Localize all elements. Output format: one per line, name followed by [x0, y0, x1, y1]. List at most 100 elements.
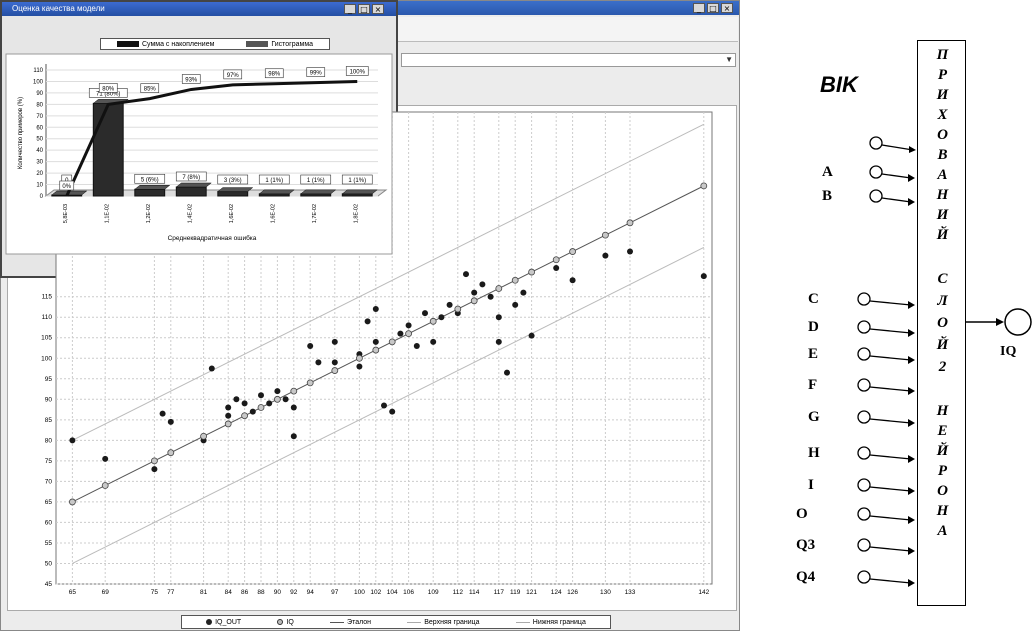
iq-out-point	[372, 306, 379, 313]
iq-out-point	[389, 408, 396, 415]
y-tick-label: 45	[45, 581, 53, 588]
y-tick-label: 50	[45, 560, 53, 567]
layer-label-char: С	[937, 271, 948, 287]
maximize-icon[interactable]: □	[358, 4, 370, 14]
iq-out-point	[430, 338, 437, 345]
x-tick-label: 5,8E-03	[63, 204, 69, 223]
y-tick-label: 110	[42, 314, 53, 321]
cumulative-label-box	[223, 69, 243, 80]
legend-item-upper-bound: Верхняя граница	[407, 618, 480, 626]
iq-point	[700, 182, 708, 190]
dropdown-select[interactable]: ▼	[401, 53, 736, 67]
x-tick-label: 84	[225, 589, 233, 596]
iq-point	[388, 338, 396, 346]
x-tick-label: 1,1E-02	[104, 204, 110, 223]
close-icon[interactable]: ×	[721, 3, 733, 13]
iq-out-point	[438, 314, 445, 321]
iq-point	[552, 256, 560, 264]
input-arrow	[869, 486, 912, 492]
x-tick-label: 126	[567, 589, 578, 596]
layer-label-char: А	[937, 167, 948, 183]
input-node	[857, 446, 871, 460]
cumulative-value-label: 80%	[102, 86, 115, 92]
layer-label-char: 2	[938, 359, 947, 375]
iq-point	[454, 305, 462, 313]
legend-label: Верхняя граница	[424, 618, 480, 626]
bar-value-label: 7 (8%)	[182, 175, 200, 181]
x-axis-label: Среднеквадратичная ошибка	[168, 234, 257, 242]
iq-point	[224, 420, 232, 428]
swatch-icon	[116, 40, 139, 47]
legend-item-iq: IQ	[277, 619, 294, 626]
iq-point	[331, 367, 339, 374]
x-tick-label: 104	[387, 589, 398, 596]
iq-out-point	[266, 400, 273, 407]
x-tick-label: 112	[453, 589, 464, 596]
layer-label-char: Н	[936, 503, 949, 519]
maximize-icon[interactable]: □	[707, 3, 719, 13]
iq-out-point	[69, 437, 76, 444]
x-tick-label: 90	[274, 589, 282, 596]
x-tick-label: 106	[403, 589, 414, 596]
bar-value-label: 71 (80%)	[96, 91, 120, 97]
chevron-down-icon[interactable]: ▼	[725, 55, 733, 64]
iq-out-point	[151, 466, 158, 473]
layer-label-char: Н	[936, 403, 949, 419]
iq-out-point	[381, 402, 387, 409]
x-tick-label: 117	[494, 589, 505, 596]
layer-label-char: Й	[936, 337, 949, 353]
legend-label: Эталон	[347, 618, 372, 626]
minimize-icon[interactable]: _	[693, 3, 705, 13]
y-tick-label: 75	[45, 458, 53, 465]
iq-point	[626, 219, 634, 227]
iq-point	[101, 482, 109, 489]
input-arrow	[881, 173, 912, 179]
arrowhead-icon	[908, 198, 915, 206]
x-tick-label: 81	[200, 589, 208, 596]
layer-label-char: Й	[936, 227, 949, 243]
minimize-icon[interactable]: _	[344, 4, 356, 14]
cumulative-line	[65, 79, 358, 197]
cumulative-value-label: 0%	[62, 184, 71, 190]
bar-value-label: 5 (6%)	[141, 177, 159, 183]
iq-out-point	[495, 338, 502, 345]
input-arrow	[881, 197, 912, 203]
input-arrow	[881, 144, 914, 151]
y-tick-label: 115	[42, 294, 53, 301]
y-tick-label: 100	[33, 79, 44, 85]
iq-point	[200, 432, 208, 440]
output-label: IQ	[1000, 344, 1017, 359]
bar-top-face	[300, 189, 337, 195]
layer-label-char: Е	[937, 423, 948, 439]
y-tick-label: 105	[41, 335, 52, 342]
y-tick-label: 0	[40, 194, 44, 200]
x-tick-label: 75	[151, 589, 159, 596]
iq-out-point	[225, 404, 232, 411]
input-label: G	[808, 409, 820, 425]
input-arrow	[869, 578, 912, 584]
input-label: Q4	[796, 569, 816, 585]
legend-label: Сумма с накоплением	[141, 40, 215, 48]
x-tick-label: 100	[354, 589, 365, 596]
close-icon[interactable]: ×	[372, 4, 384, 14]
iq-point	[150, 457, 158, 465]
output-node	[1004, 308, 1032, 336]
iq-out-point	[471, 289, 478, 296]
iq-out-point	[159, 410, 166, 417]
x-tick-label: 86	[241, 589, 249, 596]
y-tick-label: 95	[45, 376, 53, 383]
cumulative-value-label: 98%	[268, 72, 281, 78]
input-node	[857, 478, 871, 492]
layer-label-char: О	[937, 483, 948, 499]
bar-value-label: 1 (1%)	[265, 178, 283, 184]
input-node	[857, 378, 871, 392]
toolbar-strip	[396, 17, 738, 42]
iq-point	[602, 231, 609, 239]
legend-item-cumulative: Сумма с накоплением	[116, 40, 215, 48]
legend-item-histogram: Гистограмма	[246, 41, 313, 48]
iq-out-point	[463, 271, 469, 278]
iq-point	[528, 268, 535, 276]
input-label: F	[808, 377, 818, 393]
iq-point	[405, 330, 413, 338]
iq-out-point	[528, 332, 535, 339]
